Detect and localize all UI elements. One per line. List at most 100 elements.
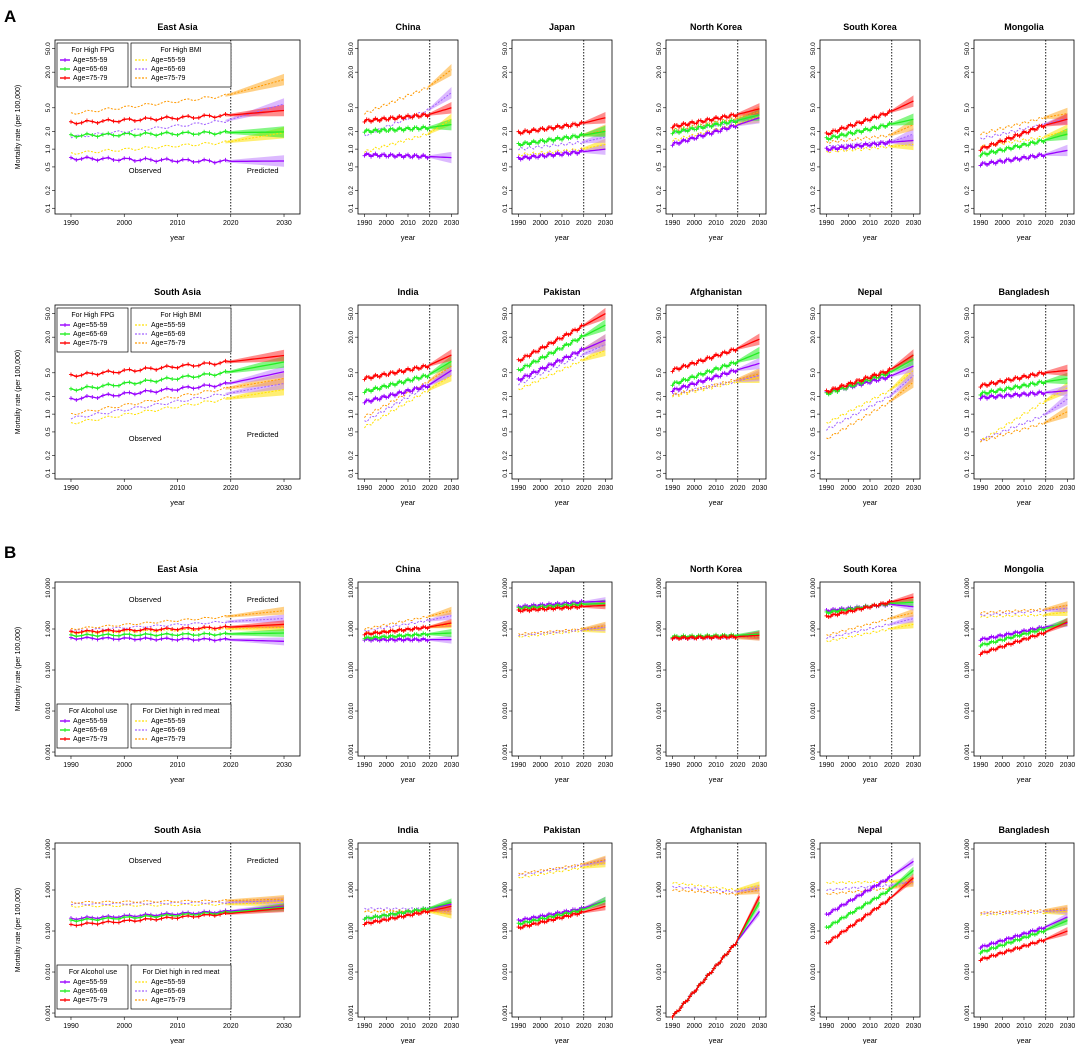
data-point-marker: [835, 613, 840, 618]
data-point-marker: [727, 350, 732, 355]
data-point-marker: [1004, 642, 1009, 647]
x-tick-label: 1990: [973, 762, 989, 769]
data-point-marker: [207, 361, 212, 366]
data-point-marker: [703, 378, 708, 383]
data-point-marker: [833, 612, 838, 617]
data-point-marker: [423, 373, 428, 378]
data-point-marker: [191, 626, 196, 631]
data-point-marker: [523, 607, 528, 612]
data-point-marker: [987, 151, 992, 156]
data-point-marker: [833, 134, 838, 139]
data-point-marker: [392, 155, 397, 160]
data-point-marker: [881, 123, 886, 128]
x-tick-label: 1990: [511, 762, 527, 769]
data-point-marker: [1028, 929, 1033, 934]
y-tick-label: 20.0: [502, 330, 509, 343]
data-point-marker: [1015, 392, 1020, 397]
data-point-marker: [164, 915, 169, 920]
y-tick-label: 0.1: [810, 468, 817, 477]
x-tick-label: 2030: [444, 1023, 460, 1030]
data-point-marker: [527, 142, 532, 147]
data-point-marker: [406, 912, 410, 917]
data-point-marker: [1015, 375, 1020, 380]
data-point-marker: [1006, 145, 1011, 150]
data-point-marker: [421, 631, 426, 636]
data-point-marker: [577, 911, 582, 916]
x-tick-label: 2000: [378, 762, 394, 769]
data-point-marker: [1024, 392, 1029, 397]
data-point-marker: [835, 135, 840, 140]
data-point-marker: [95, 372, 100, 377]
data-point-marker: [711, 129, 716, 134]
data-point-marker: [122, 156, 127, 161]
data-point-marker: [84, 131, 89, 136]
data-point-marker: [828, 938, 833, 943]
data-point-marker: [1030, 153, 1035, 158]
data-point-marker: [379, 918, 384, 923]
panel-B-0-3: North Korea0.0010.0100.1001.00010.000199…: [656, 564, 767, 784]
data-point-marker: [122, 918, 127, 923]
y-tick-label: 50.0: [45, 42, 52, 55]
x-tick-label: 2030: [276, 762, 292, 769]
data-point-marker: [1035, 940, 1040, 945]
data-point-marker: [148, 366, 153, 371]
x-tick-label: 1990: [819, 1023, 835, 1030]
data-point-marker: [1011, 377, 1016, 382]
data-point-marker: [196, 626, 201, 631]
data-point-marker: [375, 630, 380, 635]
data-point-marker: [711, 116, 716, 121]
series-line-dotted: [980, 118, 1068, 141]
y-tick-label: 1.0: [810, 409, 817, 418]
y-tick-label: 0.1: [45, 468, 52, 477]
data-point-marker: [1002, 380, 1007, 385]
y-tick-label: 0.010: [810, 703, 817, 720]
data-point-marker: [523, 154, 528, 159]
data-point-marker: [700, 980, 705, 985]
legend-entry-right: Age=55-59: [151, 57, 186, 64]
data-point-marker: [1006, 392, 1011, 397]
panel-title: East Asia: [157, 22, 198, 32]
data-point-marker: [111, 133, 116, 138]
data-point-marker: [392, 371, 397, 376]
data-point-marker: [106, 635, 111, 640]
data-point-marker: [366, 152, 371, 157]
data-point-marker: [872, 140, 877, 145]
data-point-marker: [700, 373, 705, 378]
data-point-marker: [714, 352, 718, 357]
data-point-marker: [998, 942, 1003, 947]
y-tick-label: 10.000: [964, 839, 971, 859]
data-point-marker: [709, 370, 714, 375]
data-point-marker: [419, 154, 424, 159]
data-point-marker: [1028, 932, 1033, 937]
data-point-marker: [516, 141, 521, 146]
data-point-marker: [362, 153, 367, 158]
data-point-marker: [998, 632, 1003, 637]
data-point-marker: [1041, 125, 1046, 130]
data-point-marker: [831, 920, 836, 925]
data-point-marker: [148, 378, 153, 383]
data-point-marker: [844, 902, 849, 907]
data-point-marker: [989, 388, 994, 393]
data-point-marker: [388, 152, 393, 157]
data-point-marker: [982, 955, 987, 960]
data-point-marker: [724, 127, 729, 132]
data-point-marker: [186, 636, 191, 641]
data-point-marker: [848, 130, 853, 135]
y-tick-label: 0.100: [348, 922, 355, 939]
data-point-marker: [720, 126, 725, 131]
data-point-marker: [683, 377, 688, 382]
series-line-dotted: [364, 909, 452, 916]
data-point-marker: [564, 134, 569, 139]
series-line-dotted: [672, 636, 760, 641]
data-point-marker: [850, 923, 855, 928]
data-point-marker: [1002, 938, 1007, 943]
data-point-marker: [564, 604, 569, 609]
data-point-marker: [180, 374, 185, 379]
data-point-marker: [727, 120, 732, 125]
panel-A-1-3: Afghanistan0.10.20.51.02.05.020.050.0199…: [656, 287, 767, 507]
data-point-marker: [399, 914, 404, 919]
data-point-marker: [698, 357, 703, 362]
data-point-marker: [837, 932, 842, 937]
series-line-dotted: [364, 118, 452, 153]
legend-box-right: [130, 307, 232, 353]
